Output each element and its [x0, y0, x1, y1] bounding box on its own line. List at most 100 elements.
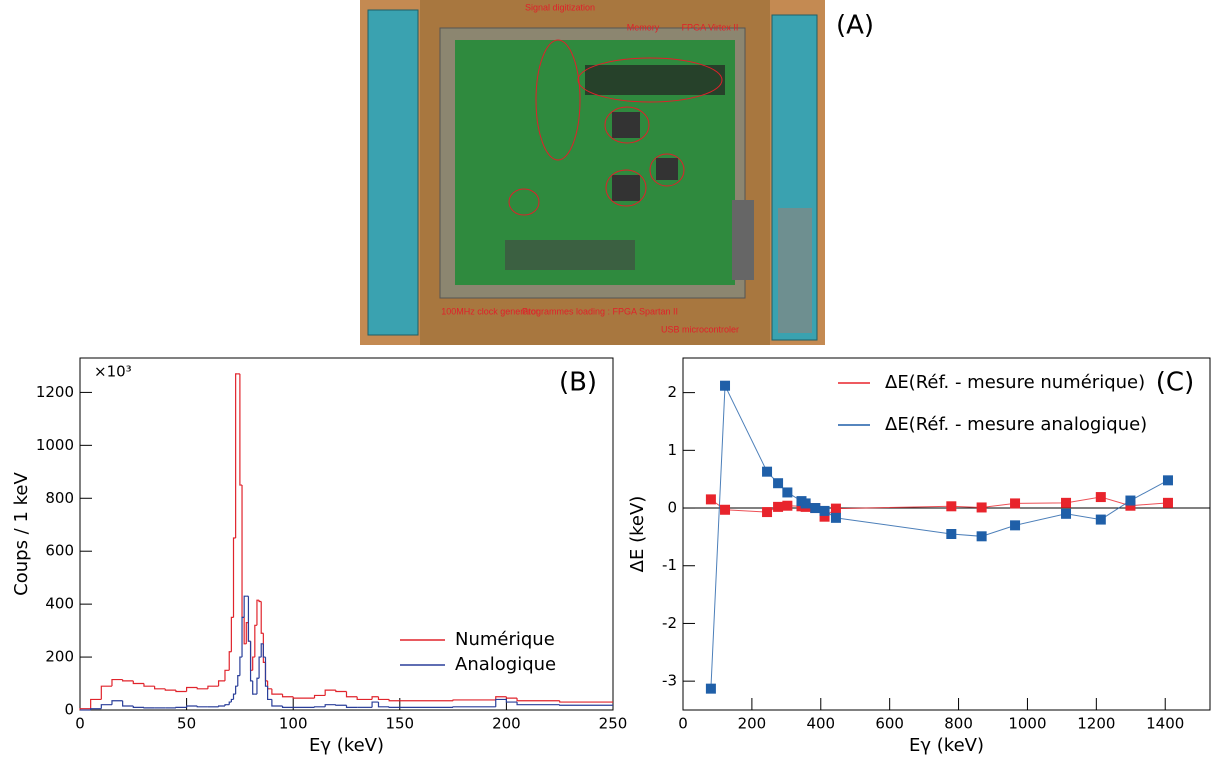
histogram-bin: [452, 706, 496, 708]
marker: [946, 501, 957, 512]
marker: [720, 504, 731, 515]
marker: [800, 498, 811, 509]
histogram-bin: [559, 700, 613, 703]
histogram-bin: [232, 537, 236, 618]
y-tick-label: 200: [45, 648, 74, 666]
marker: [819, 505, 830, 516]
histogram-bin: [260, 601, 264, 634]
histogram-bin: [505, 696, 518, 699]
histogram-bin: [356, 696, 373, 701]
marker: [782, 500, 793, 511]
histogram-bin: [196, 687, 208, 690]
histogram-bin: [252, 680, 255, 695]
highlight: [577, 57, 723, 103]
histogram-bin: [262, 633, 266, 663]
histogram-bin: [313, 706, 326, 708]
marker: [1095, 492, 1106, 503]
x-tick-label: 800: [944, 715, 973, 733]
histogram-bin: [230, 698, 234, 703]
histogram-bin: [207, 685, 219, 689]
histogram-bin: [271, 688, 283, 695]
histogram-bin: [143, 683, 155, 687]
y-tick-label: 1: [667, 441, 677, 459]
histogram-bin: [90, 698, 102, 709]
marker: [1095, 514, 1106, 525]
left-module: [367, 9, 419, 336]
marker: [762, 466, 773, 477]
regulators: [505, 240, 635, 270]
marker: [1125, 495, 1136, 506]
x-axis-label: Eγ (keV): [909, 735, 984, 756]
histogram-bin: [559, 704, 613, 706]
y-tick-label: 600: [45, 542, 74, 560]
highlight: [508, 188, 540, 216]
histogram-bin: [111, 678, 123, 687]
histogram-bin: [281, 706, 294, 708]
histogram-bin: [516, 702, 560, 706]
histogram-bin: [271, 699, 283, 707]
histogram-bin: [235, 685, 238, 695]
marker: [1162, 497, 1173, 508]
histogram-bin: [100, 704, 112, 709]
y-tick-label: 800: [45, 489, 74, 507]
histogram-bin: [100, 685, 112, 700]
x-tick-label: 0: [678, 715, 688, 733]
histogram-bin: [175, 690, 187, 693]
marker: [819, 511, 830, 522]
x-tick-label: 1200: [1077, 715, 1115, 733]
histogram-bin: [371, 696, 379, 700]
legend-label: ΔE(Réf. - mesure numérique): [885, 372, 1145, 393]
histogram-bin: [90, 708, 102, 710]
annotation: 100MHz clock generator: [441, 306, 539, 316]
histogram-bin: [452, 699, 496, 701]
histogram-bin: [143, 707, 155, 709]
histogram-bin: [132, 706, 144, 708]
connector: [732, 200, 754, 280]
histogram-bin: [217, 680, 225, 687]
plot-frame: [682, 357, 1211, 711]
histogram-bin: [258, 656, 262, 679]
marker: [705, 683, 716, 694]
histogram-bin: [324, 689, 336, 696]
marker: [720, 380, 731, 391]
histogram-bin: [377, 696, 390, 701]
x-tick-label: 600: [875, 715, 904, 733]
y-axis-label: ΔE (keV): [627, 496, 648, 573]
histogram-bin: [196, 706, 208, 708]
marker: [1061, 508, 1072, 519]
histogram-bin: [371, 701, 379, 708]
histogram-bin: [232, 693, 236, 700]
histogram-bin: [217, 705, 225, 707]
marker: [773, 501, 784, 512]
fpga-virtex: [612, 112, 640, 138]
marker: [1125, 500, 1136, 511]
multiplier: ×10³: [94, 363, 132, 381]
histogram-bin: [122, 679, 134, 682]
histogram-bin: [262, 643, 266, 658]
right-connector: [778, 208, 812, 333]
histogram-bin: [154, 686, 166, 690]
y-tick-label: -2: [662, 614, 677, 632]
plot-frame: [79, 357, 614, 711]
histogram-bin: [313, 694, 326, 699]
marker: [705, 494, 716, 505]
histogram-bin: [335, 690, 347, 693]
highlight: [605, 169, 647, 207]
marker: [1010, 520, 1021, 531]
histogram-bin: [235, 373, 238, 538]
histogram-bin: [345, 705, 358, 708]
marker: [830, 512, 841, 523]
histogram-bin: [228, 651, 232, 671]
histogram-bin: [505, 699, 518, 703]
y-axis-label: Coups / 1 keV: [11, 471, 32, 595]
histogram-bin: [252, 656, 255, 671]
histogram-bin: [132, 680, 144, 685]
histogram-bin: [495, 698, 507, 707]
x-tick-label: 150: [385, 715, 414, 733]
x-tick-label: 50: [177, 715, 196, 733]
y-tick-label: 2: [667, 383, 677, 401]
histogram-bin: [388, 706, 400, 708]
histogram-bin: [237, 674, 240, 687]
x-tick-label: 0: [75, 715, 85, 733]
legend-label: ΔE(Réf. - mesure analogique): [885, 414, 1147, 435]
